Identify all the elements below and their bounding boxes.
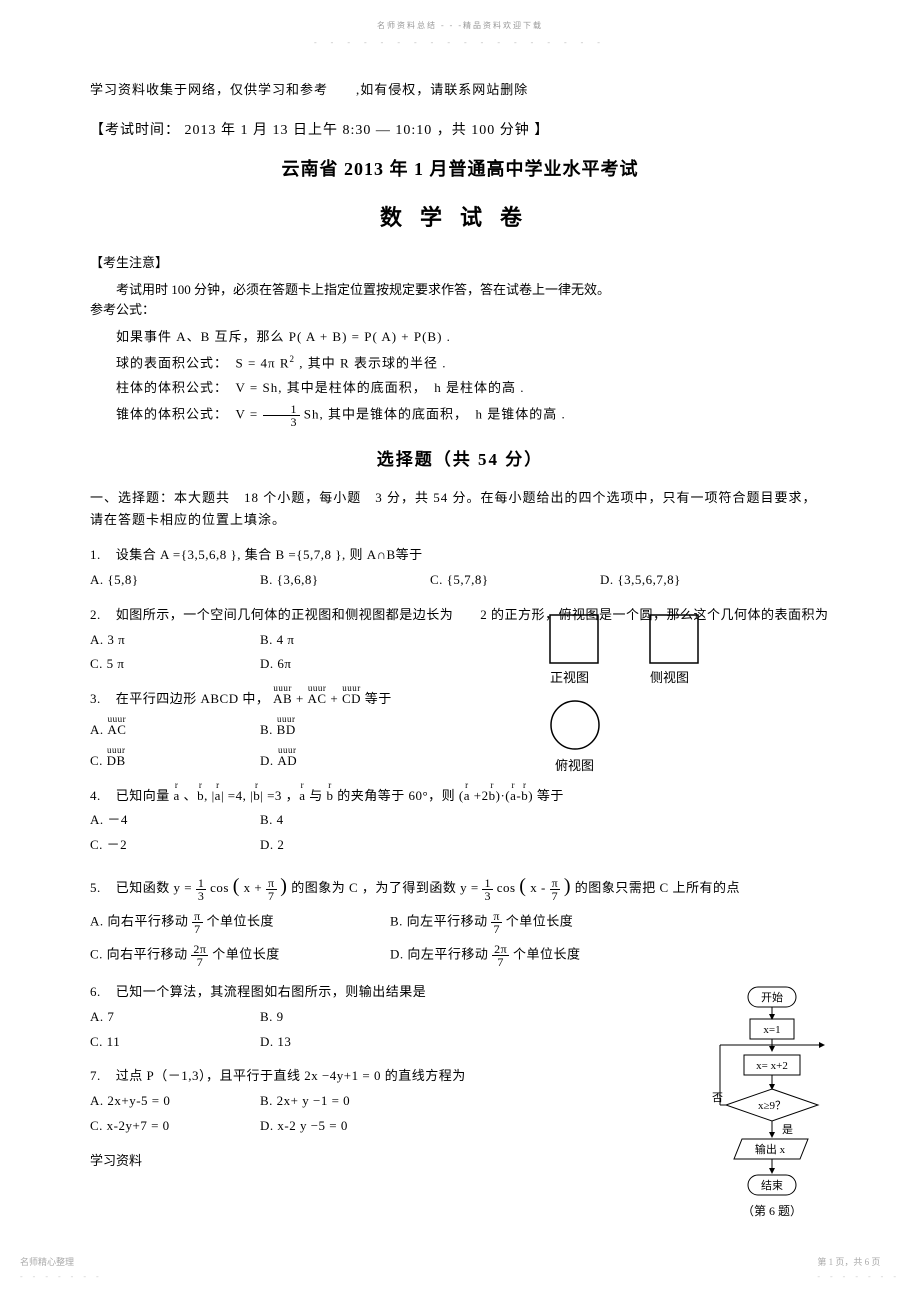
f4-post: Sh, 其中是锥体的底面积， h 是锥体的高 . <box>304 406 566 421</box>
formula-3: 柱体的体积公式： V = Sh, 其中是柱体的底面积， h 是柱体的高 . <box>90 378 830 399</box>
q2-opt-c: C. 5 π <box>90 654 220 675</box>
formula-label: 参考公式： <box>90 300 830 321</box>
views-figure: 正视图 侧视图 俯视图 <box>540 610 750 780</box>
question-5: 5. 已知函数 y = 13 cos ( x + π7 ) 的图象为 C ，为了… <box>90 870 830 968</box>
section-title: 选择题（共 54 分） <box>90 446 830 473</box>
q3-opt-a: A. uuurAC <box>90 720 220 741</box>
q5-opt-d: D. 向左平行移动 2π7 个单位长度 <box>390 943 670 968</box>
q4-opt-c: C. －2 <box>90 835 220 856</box>
exam-page: 名师资料总结 - - -精品资料欢迎下载 - - - - - - - - - -… <box>0 0 920 1212</box>
svg-text:x= x+2: x= x+2 <box>756 1060 788 1072</box>
title-main: 云南省 2013 年 1 月普通高中学业水平考试 <box>90 155 830 184</box>
footer-right: 第 1 页，共 6 页 - - - - - - - <box>817 1255 900 1284</box>
q7-opt-a: A. 2x+y-5 = 0 <box>90 1091 220 1112</box>
f2-pre: 球的表面积公式： S = 4π R <box>116 355 290 370</box>
f4-pre: 锥体的体积公式： V = <box>116 406 263 421</box>
q4-opt-b: B. 4 <box>260 810 390 831</box>
q5-opt-c: C. 向右平行移动 2π7 个单位长度 <box>90 943 370 968</box>
q1-opt-b: B. {3,6,8} <box>260 570 390 591</box>
q6-opt-c: C. 11 <box>90 1032 220 1053</box>
formula-2: 球的表面积公式： S = 4π R2 , 其中 R 表示球的半径 . <box>90 352 830 374</box>
q7-opt-b: B. 2x+ y −1 = 0 <box>260 1091 390 1112</box>
question-1: 1. 设集合 A ={3,5,6,8 }, 集合 B ={5,7,8 }, 则 … <box>90 545 830 591</box>
header-note: 学习资料收集于网络，仅供学习和参考 ,如有侵权，请联系网站删除 <box>90 80 830 101</box>
views-svg: 正视图 侧视图 俯视图 <box>540 610 750 780</box>
q3-post: 等于 <box>365 691 392 706</box>
q2-opt-a: A. 3 π <box>90 630 220 651</box>
f2-post: , 其中 R 表示球的半径 . <box>295 355 446 370</box>
f4-frac: 13 <box>263 403 300 428</box>
top-label: 名师资料总结 - - -精品资料欢迎下载 <box>90 20 830 33</box>
svg-text:否: 否 <box>712 1092 723 1104</box>
q5-opt-b: B. 向左平行移动 π7 个单位长度 <box>390 910 670 935</box>
exam-time: 【考试时间： 2013 年 1 月 13 日上午 8:30 — 10:10 ，共… <box>90 120 830 142</box>
svg-text:x≥9？: x≥9？ <box>758 1100 786 1112</box>
q1-opt-c: C. {5,7,8} <box>430 570 560 591</box>
q3-opt-d: D. uuurAD <box>260 751 390 772</box>
q4-text: 已知向量 ra 、rb, |ra| =4, |rb| =3 ，ra 与 rb 的… <box>116 788 564 803</box>
svg-text:x=1: x=1 <box>763 1024 780 1036</box>
q6-text: 已知一个算法，其流程图如右图所示，则输出结果是 <box>116 984 427 999</box>
svg-text:结束: 结束 <box>761 1179 783 1192</box>
q7-opt-c: C. x-2y+7 = 0 <box>90 1116 220 1137</box>
label-front: 正视图 <box>550 670 589 685</box>
q1-opt-d: D. {3,5,6,7,8} <box>600 570 730 591</box>
svg-text:是: 是 <box>782 1123 793 1136</box>
formula-1: 如果事件 A、B 互斥，那么 P( A + B) = P( A) + P(B) … <box>90 327 830 348</box>
q6-opt-a: A. 7 <box>90 1007 220 1028</box>
q6-opt-b: B. 9 <box>260 1007 390 1028</box>
vec-ab: uuurAB <box>273 689 292 710</box>
q4-opt-a: A. －4 <box>90 810 220 831</box>
q1-text: 设集合 A ={3,5,6,8 }, 集合 B ={5,7,8 }, 则 A∩B… <box>116 547 423 562</box>
instruction: 一、选择题：本大题共 18 个小题，每小题 3 分，共 54 分。在每小题给出的… <box>90 487 830 531</box>
q2-opt-d: D. 6π <box>260 654 390 675</box>
q7-opt-d: D. x-2 y −5 = 0 <box>260 1116 390 1137</box>
notice-text: 考试用时 100 分钟，必须在答题卡上指定位置按规定要求作答，答在试卷上一律无效… <box>90 280 830 301</box>
notice-label: 【考生注意】 <box>90 253 830 274</box>
q5-opt-a: A. 向右平行移动 π7 个单位长度 <box>90 910 370 935</box>
title-sub: 数学试卷 <box>90 200 830 235</box>
svg-text:（第 6 题）: （第 6 题） <box>742 1204 802 1218</box>
label-side: 侧视图 <box>650 670 689 685</box>
q1-opt-a: A. {5,8} <box>90 570 220 591</box>
q6-opt-d: D. 13 <box>260 1032 390 1053</box>
q3-opt-c: C. uuurDB <box>90 751 220 772</box>
q7-text: 过点 P（－1,3），且平行于直线 2x −4y+1 = 0 的直线方程为 <box>116 1068 466 1083</box>
vec-cd: uuurCD <box>342 689 361 710</box>
flowchart-svg: 开始 x=1 x= x+2 x≥9？ 否 是 输出 x <box>700 985 840 1240</box>
q5-p1: 已知函数 y = <box>116 880 196 895</box>
flowchart-figure: 开始 x=1 x= x+2 x≥9？ 否 是 输出 x <box>700 985 840 1240</box>
question-4: 4. 已知向量 ra 、rb, |ra| =4, |rb| =3 ，ra 与 r… <box>90 786 830 856</box>
vec-ac: uuurAC <box>308 689 327 710</box>
top-dots: - - - - - - - - - - - - - - - - - - <box>90 37 830 50</box>
svg-text:开始: 开始 <box>761 990 783 1004</box>
q4-opt-d: D. 2 <box>260 835 390 856</box>
q3-pre: 在平行四边形 ABCD 中， <box>116 691 270 706</box>
label-top: 俯视图 <box>555 758 594 773</box>
footer-left: 名师精心整理 - - - - - - - <box>20 1255 103 1284</box>
q3-opt-b: B. uuurBD <box>260 720 390 741</box>
svg-text:输出 x: 输出 x <box>755 1142 786 1156</box>
q2-opt-b: B. 4 π <box>260 630 390 651</box>
formula-4: 锥体的体积公式： V = 13 Sh, 其中是锥体的底面积， h 是锥体的高 . <box>90 403 830 428</box>
